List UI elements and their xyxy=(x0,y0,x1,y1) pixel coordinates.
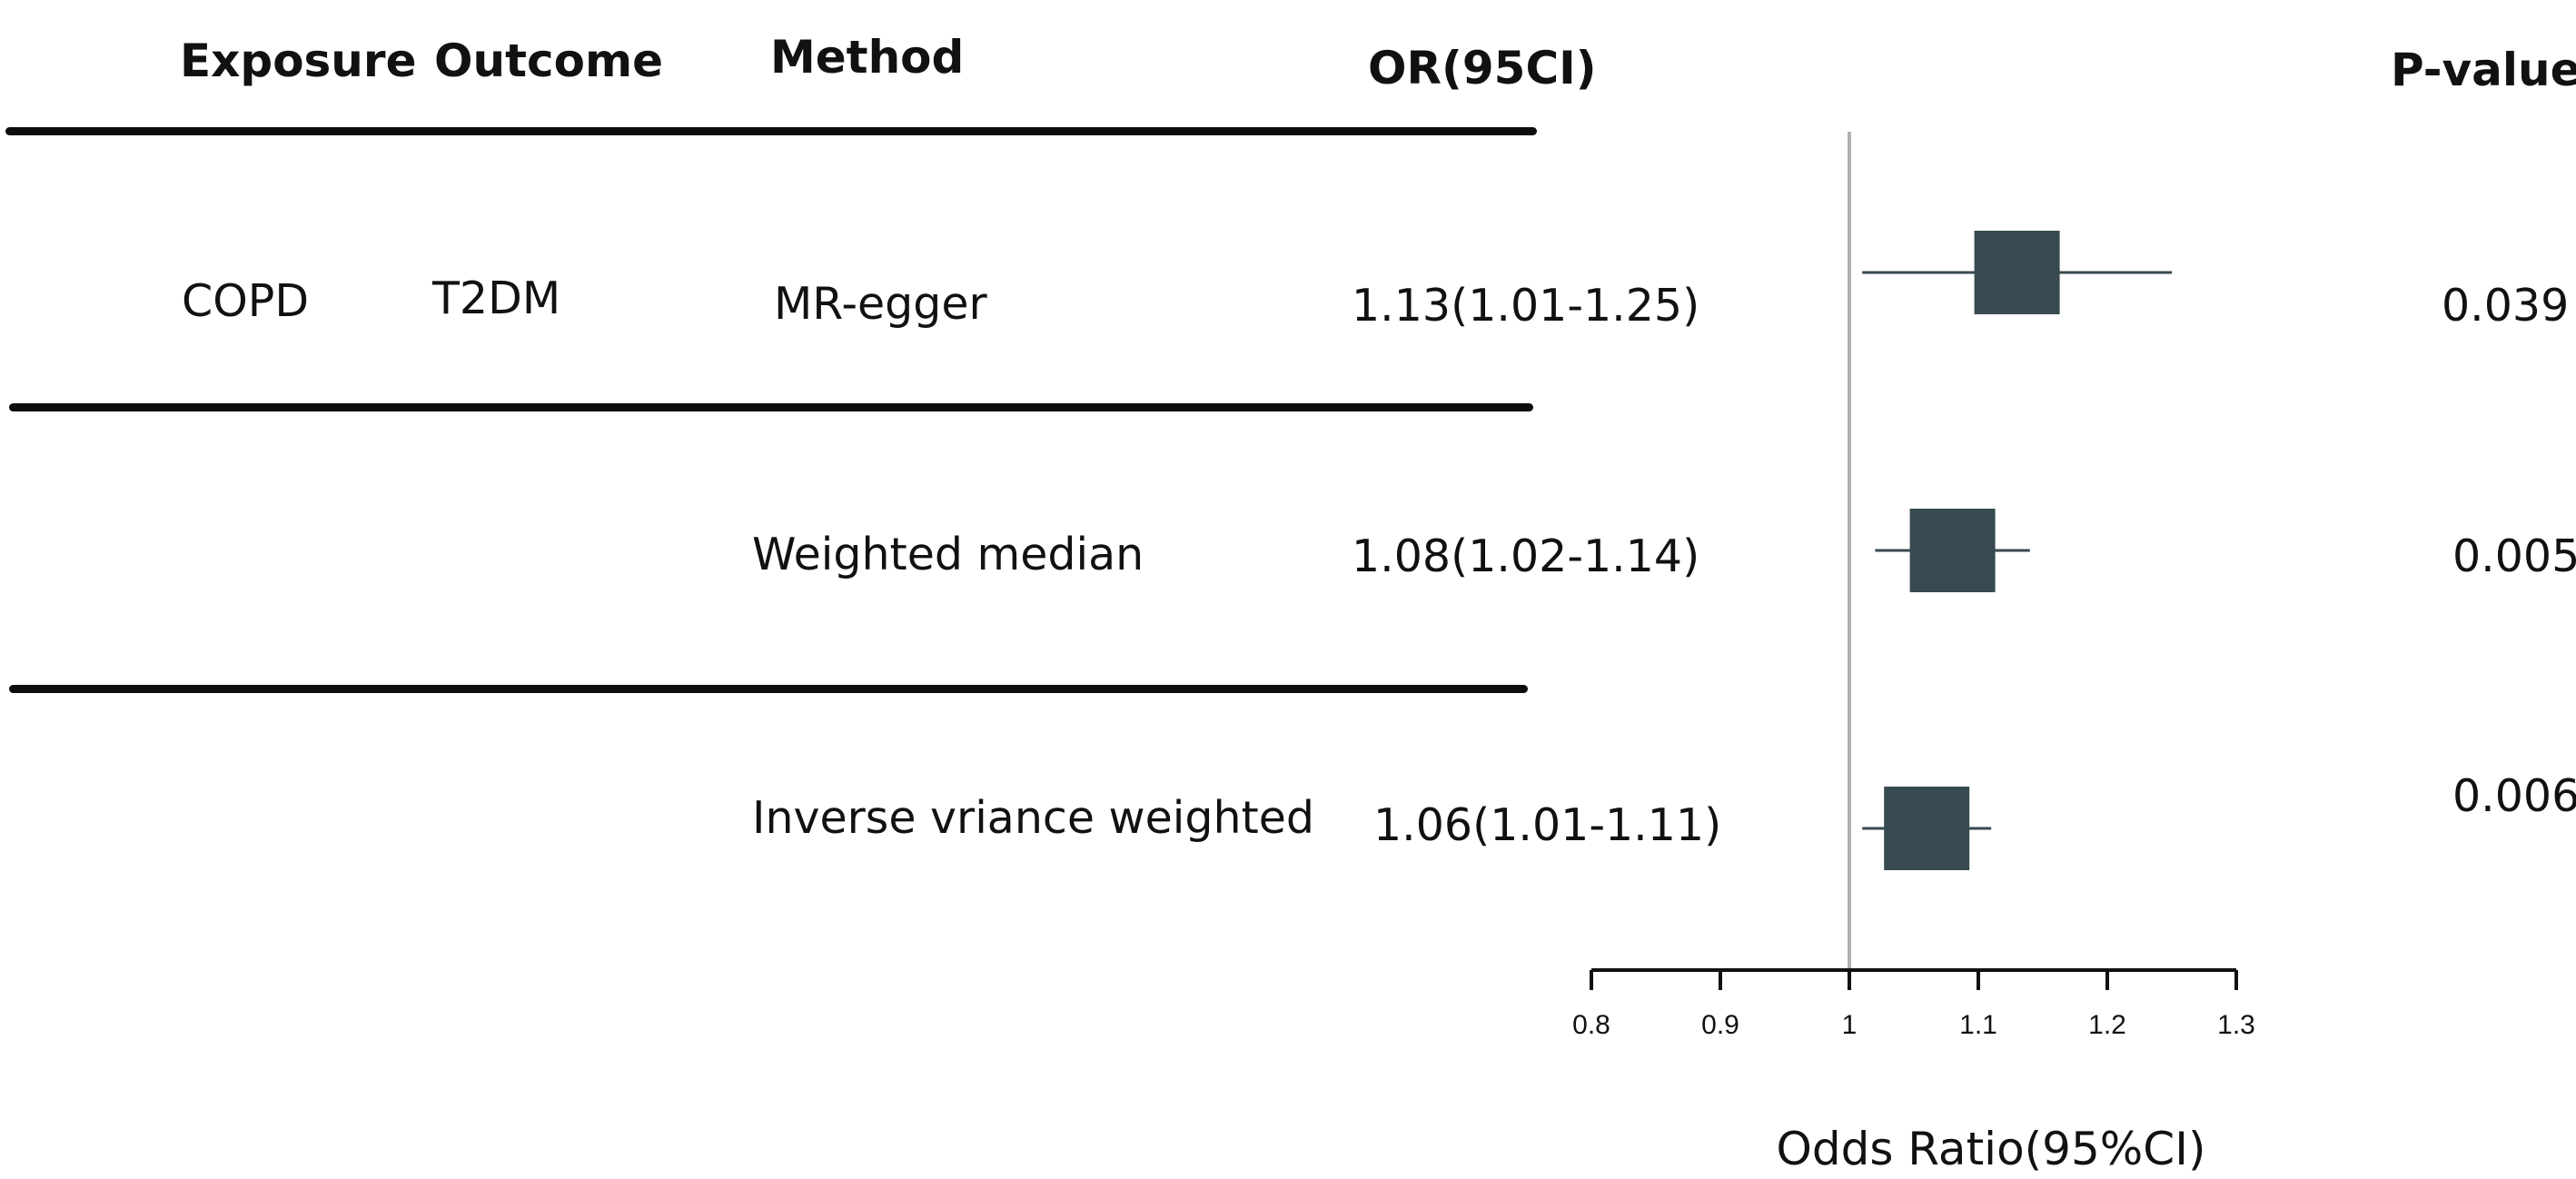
or-point xyxy=(1884,787,1970,870)
x-tick-label: 1.3 xyxy=(2217,1010,2255,1040)
row2-pvalue: 0.005 xyxy=(2452,530,2576,582)
x-tick-label: 1 xyxy=(1842,1010,1858,1040)
row3-pvalue: 0.006 xyxy=(2452,770,2576,822)
x-tick-label: 1.1 xyxy=(1959,1010,1997,1040)
x-tick-label: 0.8 xyxy=(1572,1010,1610,1040)
or-point xyxy=(1974,231,2060,314)
row1-method: MR-egger xyxy=(774,278,987,330)
header-or: OR(95CI) xyxy=(1368,42,1597,94)
row1-exposure: COPD xyxy=(182,275,310,327)
row3-or: 1.06(1.01-1.11) xyxy=(1373,799,1722,851)
row1-outcome: T2DM xyxy=(432,272,561,324)
x-tick-label: 0.9 xyxy=(1701,1010,1739,1040)
table-rule-top xyxy=(5,127,1537,135)
header-outcome: Outcome xyxy=(434,35,664,87)
row1-or: 1.13(1.01-1.25) xyxy=(1352,280,1700,332)
table-rule-row2 xyxy=(9,685,1528,693)
table-rule-row1 xyxy=(9,403,1533,411)
header-pvalue: P-value xyxy=(2391,44,2576,96)
row2-or: 1.08(1.02-1.14) xyxy=(1352,530,1700,582)
row1-pvalue: 0.039 xyxy=(2442,280,2570,332)
header-exposure: Exposure xyxy=(180,35,417,87)
row2-method: Weighted median xyxy=(752,529,1144,580)
x-axis-label: Odds Ratio(95%CI) xyxy=(1777,1123,2206,1175)
row3-method: Inverse vriance weighted xyxy=(752,792,1315,844)
x-tick-label: 1.2 xyxy=(2088,1010,2126,1040)
header-method: Method xyxy=(770,31,965,84)
or-point xyxy=(1909,509,1996,592)
